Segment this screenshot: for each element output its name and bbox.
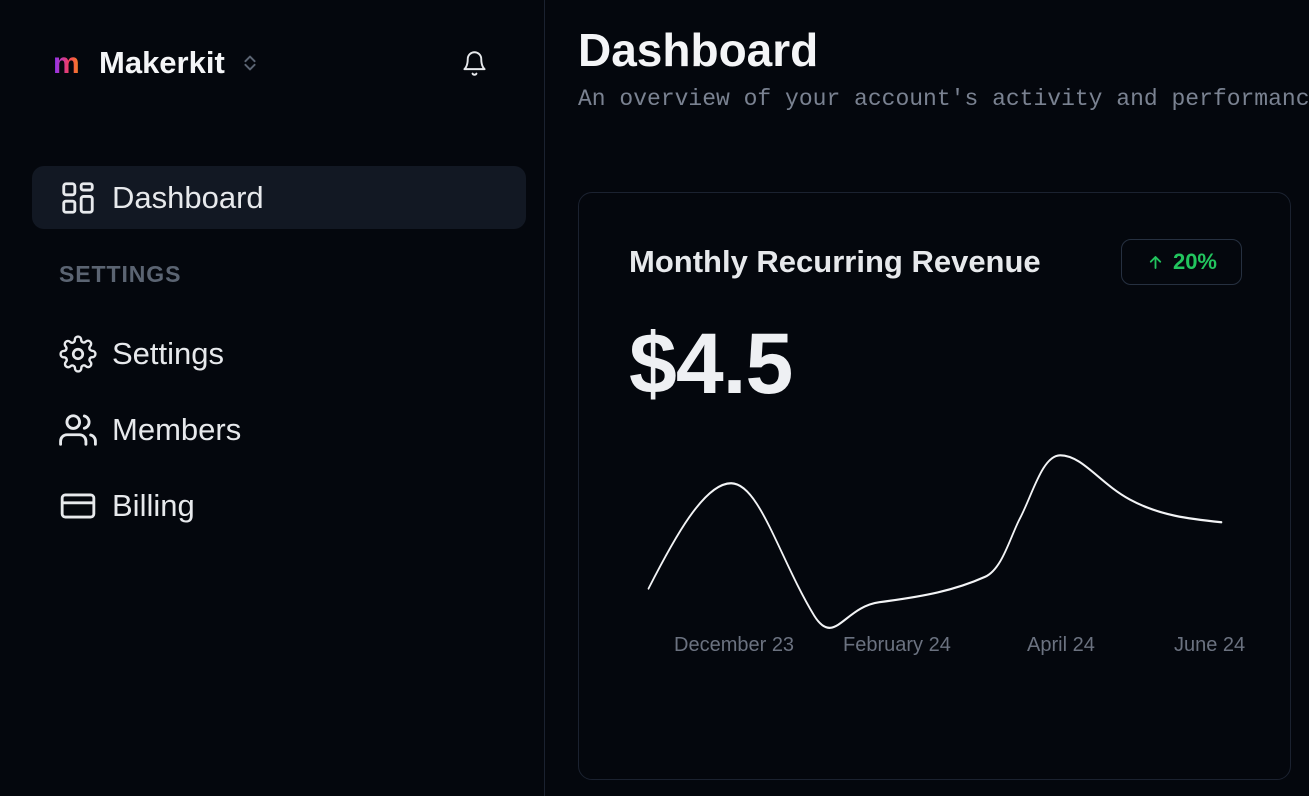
svg-text:m: m [53, 47, 80, 79]
